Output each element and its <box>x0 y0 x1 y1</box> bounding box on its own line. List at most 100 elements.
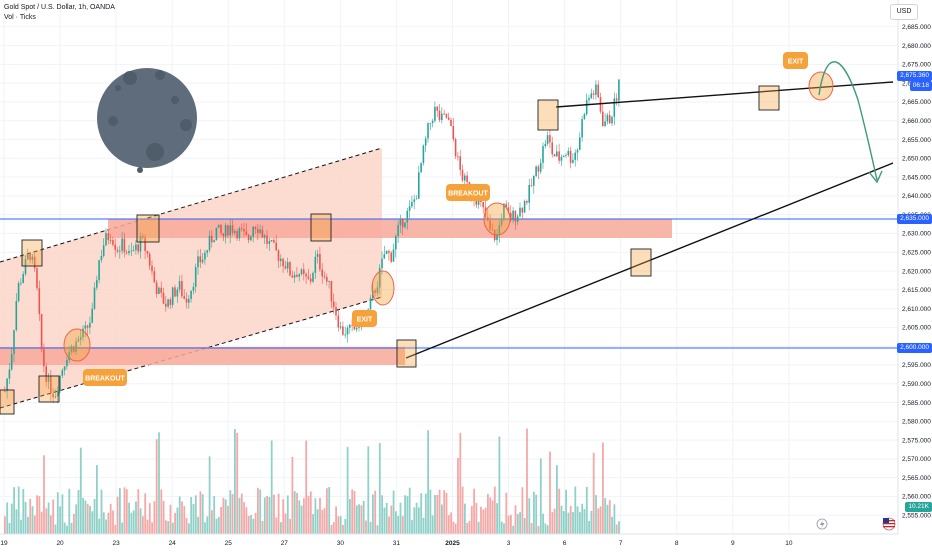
volume-bar <box>197 516 199 534</box>
channel-upper-line <box>0 147 383 263</box>
candle-body <box>415 198 418 200</box>
exit-circle <box>371 270 395 306</box>
volume-bar <box>63 522 66 534</box>
volume-bar <box>128 502 130 534</box>
volume-bar <box>528 498 531 534</box>
volume-bar <box>185 517 188 534</box>
candle-body <box>505 203 507 208</box>
volume-bar <box>33 515 36 534</box>
candle-body <box>388 250 390 253</box>
candle-body <box>139 236 142 252</box>
volume-bar <box>192 504 195 534</box>
volume-bar <box>109 503 112 534</box>
volume-bar <box>305 440 308 534</box>
candle-body <box>29 254 31 260</box>
candle-body <box>75 341 77 352</box>
x-tick-label: 30 <box>337 540 345 547</box>
volume-bar <box>245 507 248 534</box>
volume-bar <box>66 525 68 534</box>
currency-button[interactable]: USD <box>890 4 918 20</box>
x-tick-label: 23 <box>113 540 121 547</box>
candle-body <box>38 288 41 314</box>
candle-body <box>346 327 349 335</box>
candle-body <box>275 242 277 251</box>
volume-bar <box>408 487 411 534</box>
us-flag-icon[interactable] <box>882 517 896 531</box>
candle-body <box>213 240 215 243</box>
volume-bar <box>443 490 446 534</box>
candle-body <box>167 299 169 307</box>
volume-bar <box>119 488 121 534</box>
candle-body <box>535 166 537 177</box>
volume-bar <box>572 511 574 534</box>
volume-bar <box>549 451 551 534</box>
volume-bar <box>273 494 275 534</box>
volume-bar <box>213 496 216 534</box>
time-axis[interactable]: 19 20 23 24 25 27 30 31 2025 3 6 7 8 9 10 <box>0 540 792 547</box>
candle-body <box>229 225 231 236</box>
candle-body <box>466 175 468 183</box>
lightning-icon[interactable] <box>816 518 828 530</box>
candle-body <box>165 303 167 307</box>
volume-bar <box>10 503 13 534</box>
candle-body <box>27 254 29 260</box>
candle-body <box>119 250 121 252</box>
candle-body <box>54 396 57 398</box>
candle-body <box>378 268 381 288</box>
volume-bar <box>137 489 140 534</box>
volume-bar <box>466 522 469 534</box>
x-tick-label: 24 <box>169 540 177 547</box>
candle-body <box>289 262 291 276</box>
candle-body <box>353 325 356 330</box>
volume-bar <box>22 488 25 534</box>
volume-bar <box>337 516 340 534</box>
candle-body <box>316 253 319 257</box>
candle-body <box>454 139 457 157</box>
candle-body <box>36 268 38 289</box>
volume-bar <box>539 458 542 534</box>
candle-body <box>238 228 241 239</box>
candle-body <box>579 137 581 150</box>
volume-bar <box>516 514 519 534</box>
volume-bar <box>519 512 521 534</box>
candle-body <box>459 156 461 170</box>
volume-bar <box>569 505 572 534</box>
candle-body <box>436 106 438 111</box>
volume-bar <box>491 500 494 534</box>
x-tick-label: 7 <box>619 540 623 547</box>
y-tick-label: 2,560.000 <box>902 494 931 501</box>
candle-body <box>105 233 107 246</box>
volume-bar <box>434 495 436 534</box>
candle-body <box>4 391 6 393</box>
volume-bar <box>123 487 126 534</box>
candle-body <box>282 258 284 267</box>
volume-bar <box>606 504 609 534</box>
volume-bar <box>611 516 613 534</box>
volume-bar <box>360 505 363 534</box>
candle-body <box>314 256 317 273</box>
volume-bar <box>43 455 45 534</box>
candle-body <box>268 241 271 244</box>
x-tick-label: 31 <box>393 540 401 547</box>
volume-bar <box>342 524 344 534</box>
symbol-title[interactable]: Gold Spot / U.S. Dollar, 1h, OANDA <box>4 4 115 11</box>
volume-bar <box>229 490 232 534</box>
volume-bar <box>96 465 98 534</box>
x-tick-label: 9 <box>731 540 735 547</box>
volume-bar <box>383 507 386 534</box>
volume-bar <box>390 505 393 534</box>
volume-bar <box>75 504 78 534</box>
volume-bar <box>397 515 400 534</box>
candle-body <box>160 287 162 293</box>
pivot-box <box>630 248 652 277</box>
y-tick-label: 2,640.000 <box>902 193 931 200</box>
candle-body <box>516 216 519 222</box>
candle-body <box>618 79 620 101</box>
volume-indicator-label[interactable]: Vol · Ticks <box>4 14 36 21</box>
candle-body <box>151 265 153 272</box>
volume-bar <box>480 506 482 534</box>
volume-bar <box>592 452 595 534</box>
candle-body <box>569 150 572 163</box>
